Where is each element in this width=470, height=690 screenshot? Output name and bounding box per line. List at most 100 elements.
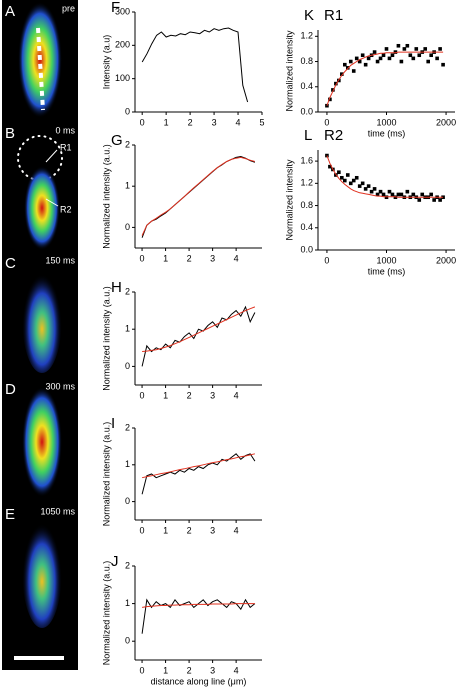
data-point: [432, 198, 436, 202]
x-tick-label: 3: [212, 117, 217, 127]
annotation: R2: [60, 204, 72, 214]
data-point: [345, 173, 350, 177]
y-tick-label: 2: [125, 560, 130, 570]
data-point: [375, 59, 380, 64]
data-point: [366, 184, 371, 188]
x-tick-label: 4: [234, 525, 239, 535]
data-line: [141, 155, 256, 238]
panel-letter: K: [304, 7, 314, 24]
x-tick-label: 3: [210, 253, 215, 263]
data-point: [357, 184, 362, 188]
x-tick-label: 2: [188, 117, 193, 127]
y-tick-label: 200: [115, 40, 130, 50]
image-column: R1 R2: [2, 0, 78, 670]
data-point: [396, 192, 401, 197]
x-axis-label: distance along line (μm): [151, 676, 247, 686]
y-axis-label: Normalized intensity: [284, 159, 294, 241]
y-tick-label: 1.2: [300, 31, 313, 41]
panel-caption: 150 ms: [45, 255, 75, 265]
x-tick-label: 1: [163, 253, 168, 263]
cell-image: [24, 166, 60, 250]
data-point: [405, 189, 410, 194]
data-point: [417, 198, 422, 202]
y-axis-label: Normalized intensity: [284, 30, 294, 112]
data-point: [438, 47, 442, 51]
data-point: [363, 62, 368, 67]
x-tick-label: 3: [210, 390, 215, 400]
data-line: [142, 306, 256, 352]
x-tick-label: 4: [234, 253, 239, 263]
data-point: [429, 53, 433, 58]
data-point: [375, 192, 380, 197]
data-point: [390, 53, 395, 58]
data-point: [351, 178, 356, 183]
data-point: [328, 97, 332, 102]
data-point: [399, 59, 404, 64]
y-tick-label: 1: [125, 324, 130, 334]
y-tick-label: 2: [125, 286, 130, 296]
data-line: [326, 51, 444, 106]
arrow: [45, 198, 59, 207]
data-point: [393, 50, 398, 54]
data-point: [378, 189, 383, 194]
panel-letter: I: [111, 415, 115, 432]
y-tick-label: 1.2: [300, 178, 313, 188]
data-point: [372, 187, 377, 191]
scan-line: [36, 27, 45, 111]
y-tick-label: 300: [115, 6, 130, 16]
data-point: [426, 59, 430, 64]
data-point: [378, 56, 383, 61]
y-tick-label: 0.8: [300, 200, 313, 210]
panel-letter: E: [5, 506, 15, 523]
data-point: [387, 56, 392, 61]
data-point: [334, 81, 338, 86]
x-axis-label: time (ms): [368, 128, 406, 138]
x-tick-label: 2000: [436, 255, 456, 265]
x-tick-label: 1000: [376, 117, 396, 127]
data-point: [384, 195, 389, 200]
chart-title: R1: [324, 7, 343, 24]
data-point: [357, 59, 362, 64]
data-point: [381, 53, 386, 58]
arrow: [45, 149, 58, 163]
data-point: [360, 53, 365, 58]
data-point: [411, 192, 416, 197]
x-tick-label: 2: [187, 665, 192, 675]
y-tick-label: 0: [125, 106, 130, 116]
cell-image: [22, 387, 62, 497]
x-tick-label: 0: [324, 117, 329, 127]
data-point: [429, 192, 433, 197]
data-point: [343, 62, 347, 67]
cell-image: [18, 2, 62, 118]
data-point: [354, 56, 359, 61]
x-tick-label: 4: [234, 390, 239, 400]
panel-caption: 1050 ms: [40, 506, 75, 516]
x-tick-label: 0: [140, 390, 145, 400]
data-line: [141, 453, 256, 495]
x-tick-label: 3: [210, 665, 215, 675]
data-point: [369, 189, 374, 194]
y-axis-label: Normalized intensity (a.u.): [101, 144, 111, 249]
panel-letter: B: [5, 125, 15, 142]
y-axis-label: Normalized intensity (a.u.): [101, 561, 111, 666]
data-point: [420, 192, 425, 197]
y-tick-label: 0: [125, 496, 130, 506]
data-point: [343, 178, 347, 183]
panel-letter: C: [5, 255, 16, 272]
panel-letter: F: [111, 0, 120, 16]
data-point: [366, 56, 371, 61]
data-line: [326, 155, 444, 198]
x-tick-label: 2: [187, 390, 192, 400]
data-point: [348, 59, 353, 64]
x-tick-label: 1: [163, 390, 168, 400]
data-line: [141, 27, 249, 103]
data-point: [348, 181, 353, 186]
panel-caption: 300 ms: [45, 381, 75, 391]
y-tick-label: 1: [125, 181, 130, 191]
data-point: [435, 56, 439, 61]
data-point: [325, 153, 329, 158]
data-line: [141, 305, 256, 367]
y-tick-label: 0.8: [300, 56, 313, 66]
